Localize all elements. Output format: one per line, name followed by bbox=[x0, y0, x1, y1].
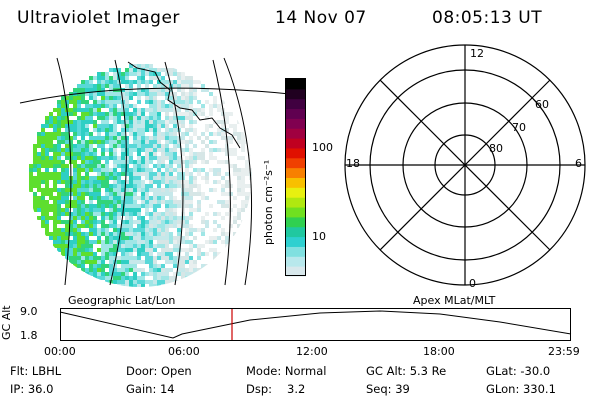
altitude-ylabel: GC Alt bbox=[0, 305, 13, 340]
mode-info: Mode: Normal bbox=[246, 364, 327, 378]
longitude-line bbox=[109, 59, 127, 286]
colorbar-cell bbox=[286, 167, 306, 178]
colorbar-cell bbox=[286, 157, 306, 169]
time-label: 08:05:13 UT bbox=[432, 8, 543, 28]
colorbar-label: photon cm⁻²s⁻¹ bbox=[262, 159, 275, 245]
lat-label-70: 70 bbox=[512, 121, 526, 134]
colorbar-cell bbox=[286, 246, 306, 257]
coastline bbox=[127, 61, 241, 149]
filter-info: Flt: LBHL bbox=[10, 364, 62, 378]
glon-info: GLon: 330.1 bbox=[486, 382, 556, 396]
colorbar-cell bbox=[286, 108, 306, 119]
lat-label-80: 80 bbox=[489, 142, 503, 155]
colorbar-cell bbox=[286, 216, 306, 228]
colorbar-cell bbox=[286, 207, 306, 218]
colorbar-tick-10: 10 bbox=[312, 230, 326, 243]
colorbar-cell bbox=[286, 147, 306, 159]
colorbar bbox=[285, 78, 306, 277]
mlt-label-0: 0 bbox=[469, 277, 476, 290]
colorbar-cell bbox=[286, 98, 306, 110]
colorbar-cell bbox=[286, 79, 306, 90]
time-tick: 06:00 bbox=[168, 345, 200, 358]
colorbar-cell bbox=[286, 226, 306, 238]
colorbar-cell bbox=[286, 187, 306, 198]
colorbar-cell bbox=[286, 256, 306, 267]
longitude-line bbox=[223, 57, 253, 286]
latitude-line bbox=[19, 87, 301, 104]
glat-info: GLat: -30.0 bbox=[486, 364, 551, 378]
altitude-tick-low: 1.8 bbox=[20, 329, 38, 342]
colorbar-cell bbox=[286, 236, 306, 247]
time-tick: 23:59 bbox=[548, 345, 580, 358]
gain-info: Gain: 14 bbox=[126, 382, 175, 396]
instrument-title: Ultraviolet Imager bbox=[17, 8, 180, 28]
colorbar-tick-100: 100 bbox=[312, 141, 333, 154]
lat-label-60: 60 bbox=[535, 98, 549, 111]
time-tick: 00:00 bbox=[44, 345, 76, 358]
colorbar-cell bbox=[286, 266, 306, 277]
longitude-line bbox=[56, 57, 72, 286]
gc-alt-info: GC Alt: 5.3 Re bbox=[366, 364, 447, 378]
longitude-line bbox=[164, 61, 184, 286]
uv-emission-pixels bbox=[29, 64, 252, 287]
mlt-label-18: 18 bbox=[346, 157, 360, 170]
ip-info: IP: 36.0 bbox=[10, 382, 54, 396]
colorbar-cell bbox=[286, 177, 306, 188]
seq-info: Seq: 39 bbox=[366, 382, 410, 396]
colorbar-cell bbox=[286, 138, 306, 149]
time-tick: 18:00 bbox=[423, 345, 455, 358]
geo-gridlines bbox=[19, 57, 301, 286]
colorbar-cell bbox=[286, 118, 306, 129]
altitude-curve bbox=[59, 310, 572, 339]
mlt-label-12: 12 bbox=[470, 47, 484, 60]
colorbar-cell bbox=[286, 128, 306, 139]
polar-caption: Apex MLat/MLT bbox=[413, 294, 496, 307]
date-label: 14 Nov 07 bbox=[275, 8, 367, 28]
time-tick: 12:00 bbox=[296, 345, 328, 358]
colorbar-cell bbox=[286, 197, 306, 208]
longitude-line bbox=[212, 59, 231, 286]
colorbar-cell bbox=[286, 88, 306, 100]
geo-caption: Geographic Lat/Lon bbox=[68, 294, 176, 307]
dsp-label: Dsp: bbox=[246, 382, 273, 396]
altitude-tick-high: 9.0 bbox=[20, 305, 38, 318]
mlt-label-6: 6 bbox=[575, 157, 582, 170]
door-info: Door: Open bbox=[126, 364, 192, 378]
dsp-value: 3.2 bbox=[287, 382, 306, 396]
